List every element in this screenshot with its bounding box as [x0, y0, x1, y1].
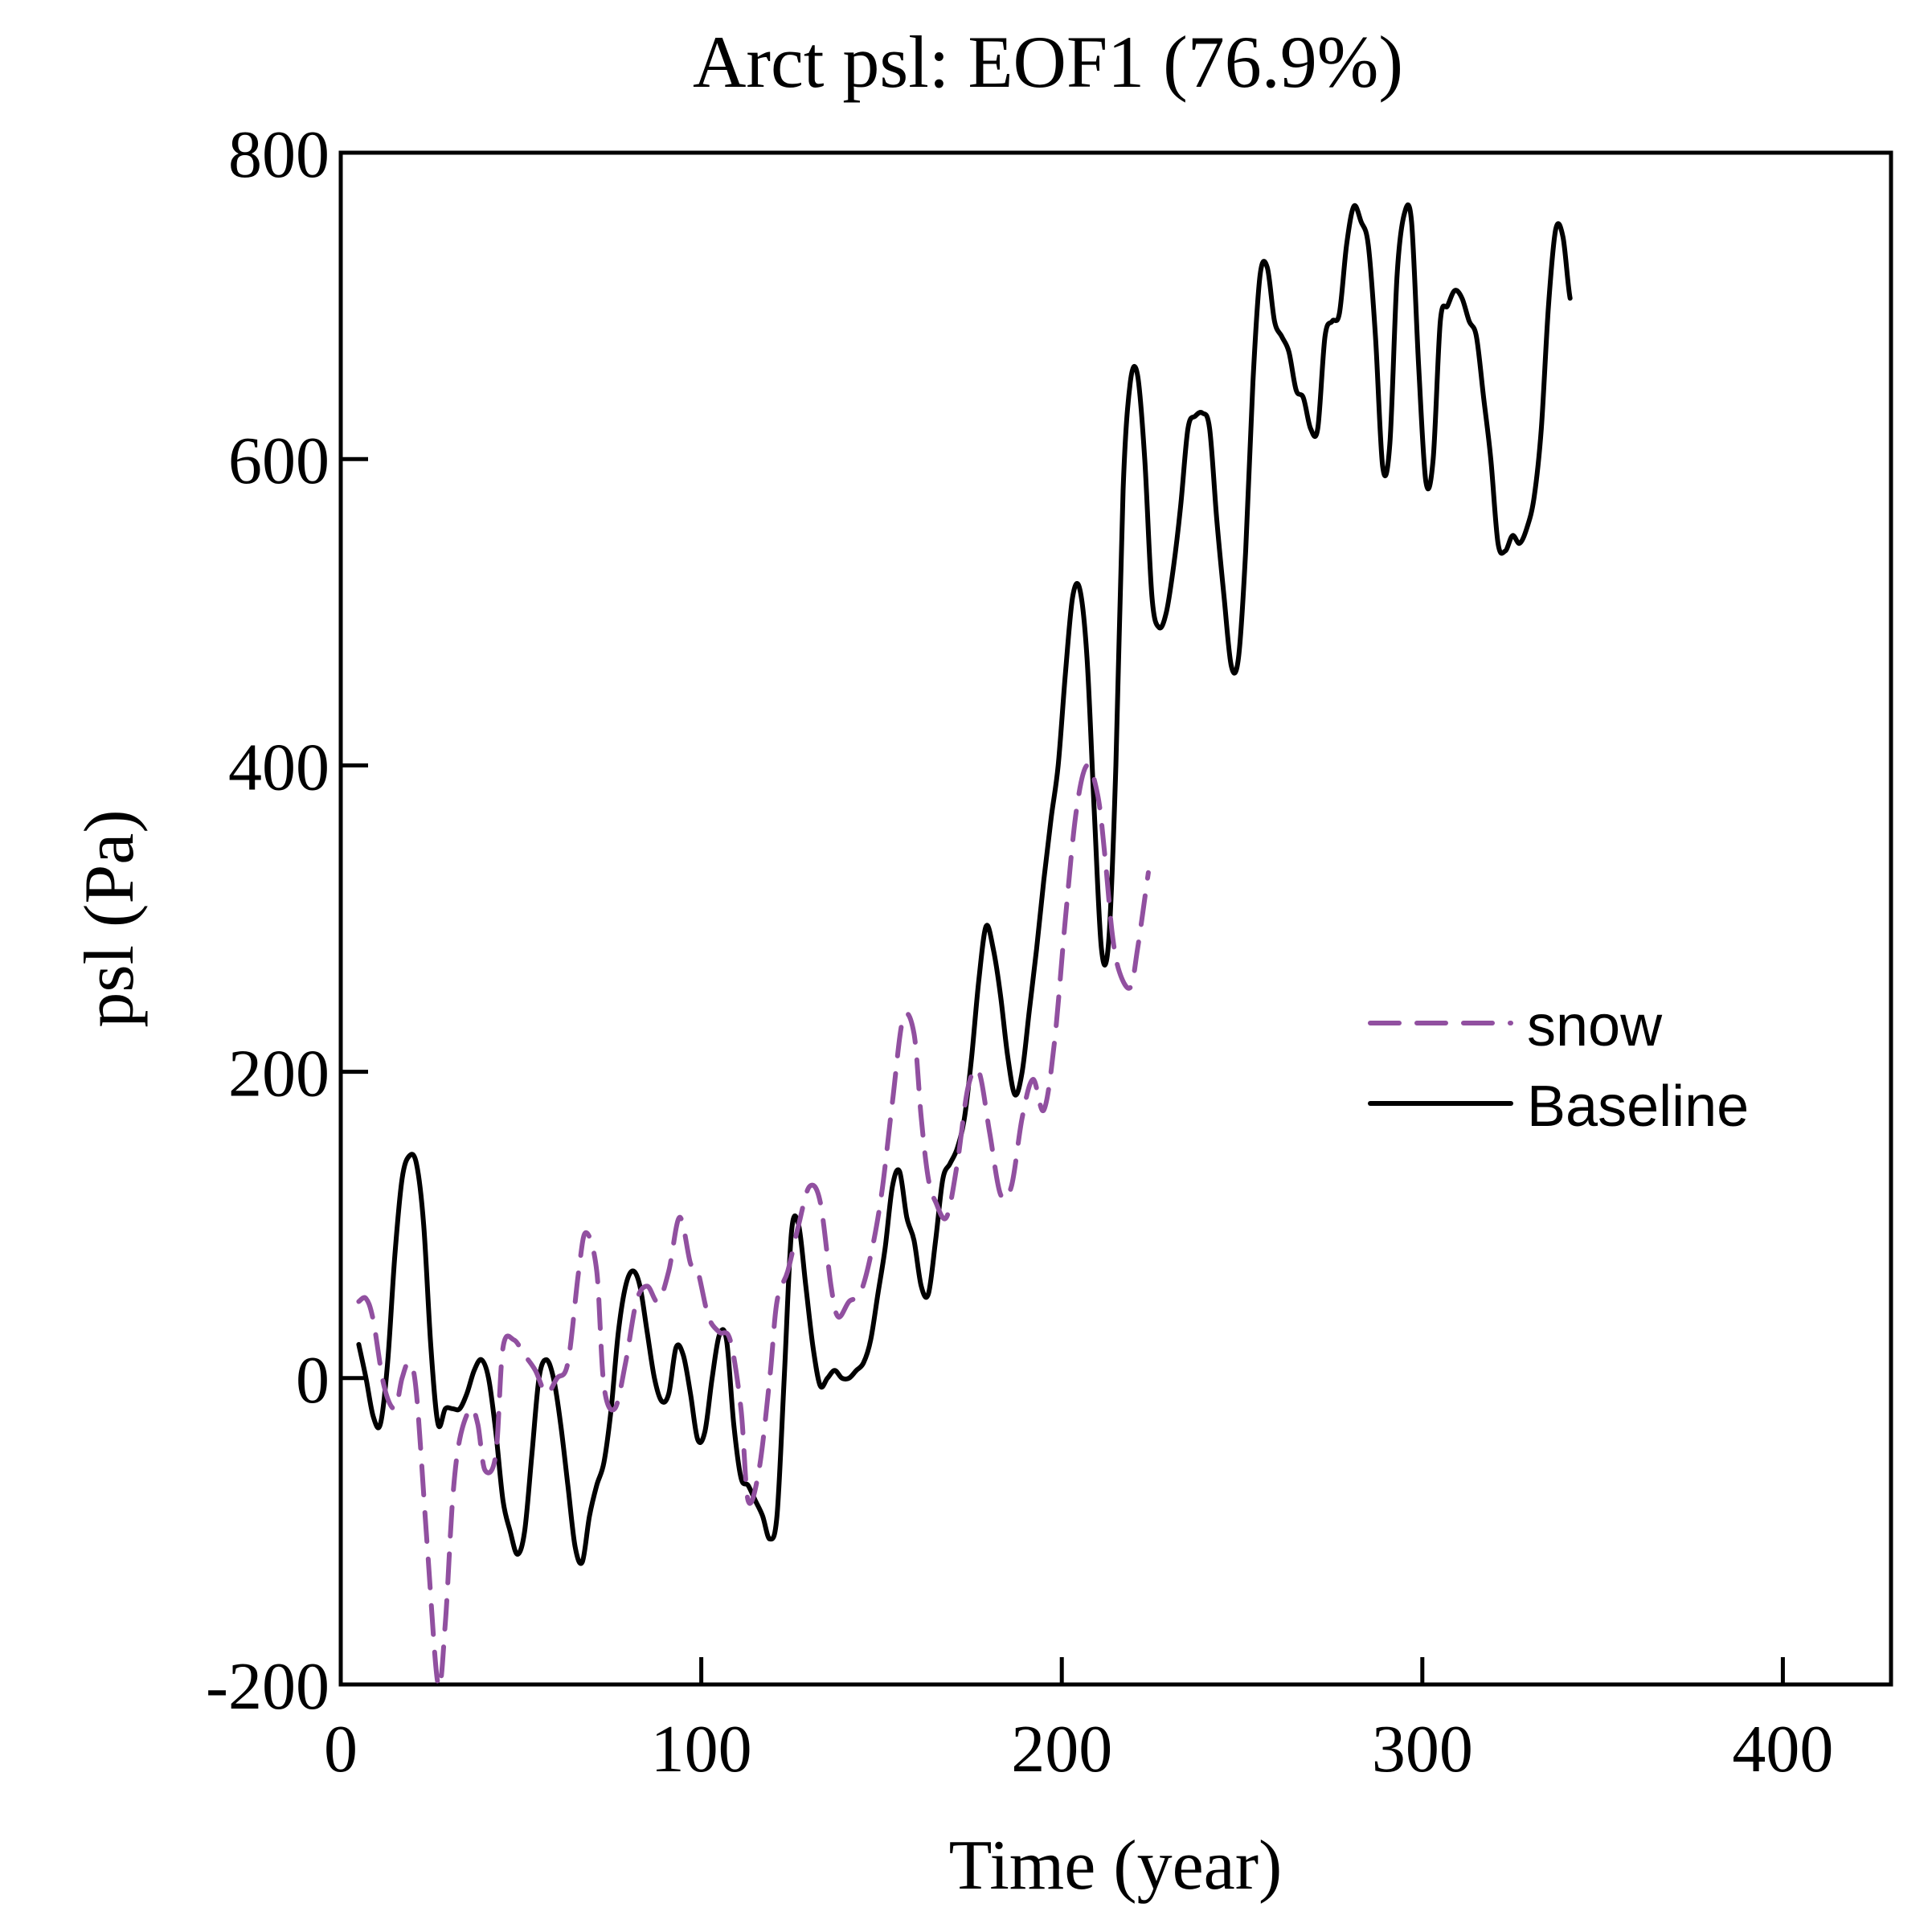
chart-title: Arct psl: EOF1 (76.9%) — [693, 21, 1403, 103]
legend: snow Baseline — [1368, 994, 1749, 1139]
y-tick-label: 400 — [228, 730, 330, 804]
y-axis: -200 0 200 400 600 800 — [206, 117, 368, 1724]
x-axis-label: Time (year) — [949, 1827, 1283, 1905]
y-tick-label: 200 — [228, 1037, 330, 1111]
series-lines — [356, 202, 1573, 1689]
y-axis-label: psl (Pa) — [71, 809, 149, 1027]
x-tick-label: 100 — [651, 1712, 752, 1787]
y-tick-label: 800 — [228, 117, 330, 192]
legend-label-baseline: Baseline — [1527, 1074, 1749, 1139]
x-tick-label: 300 — [1372, 1712, 1473, 1787]
y-tick-label: 0 — [296, 1343, 330, 1418]
series-line-snow — [356, 763, 1151, 1689]
plot-area-frame — [338, 150, 1893, 1687]
y-tick-label: 600 — [228, 424, 330, 498]
x-tick-label: 200 — [1011, 1712, 1112, 1787]
legend-label-snow: snow — [1527, 994, 1663, 1058]
y-tick-label: -200 — [206, 1649, 330, 1724]
x-tick-label: 0 — [324, 1712, 358, 1787]
series-line-baseline — [356, 202, 1573, 1566]
x-tick-label: 400 — [1732, 1712, 1833, 1787]
x-axis: 0 100 200 300 400 — [324, 1657, 1833, 1787]
